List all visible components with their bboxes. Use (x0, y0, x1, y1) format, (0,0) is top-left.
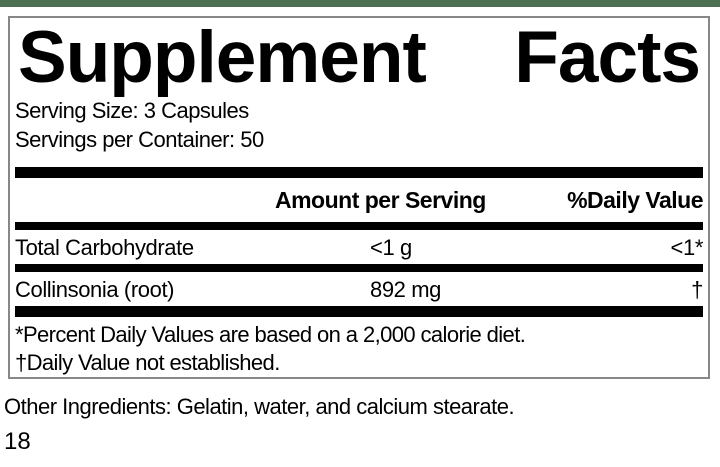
divider-bar-bottom (15, 306, 703, 317)
nutrient-amount: 892 mg (370, 277, 441, 302)
column-header-daily-value: %Daily Value (567, 187, 703, 213)
panel-title-word-facts: Facts (514, 17, 701, 98)
divider-bar-top (15, 167, 703, 178)
nutrient-daily-value: † (691, 277, 703, 302)
nutrient-row-total-carbohydrate: Total Carbohydrate <1 g <1* (15, 230, 703, 264)
column-header-amount: Amount per Serving (275, 187, 486, 213)
footnote-daily-value-not-established: †Daily Value not established. (15, 350, 280, 375)
divider-bar-under-header (15, 222, 703, 230)
footnotes-block: *Percent Daily Values are based on a 2,0… (15, 317, 703, 377)
top-accent-bar (0, 0, 720, 7)
other-ingredients-text: Other Ingredients: Gelatin, water, and c… (4, 394, 515, 419)
panel-title-word-supplement: Supplement (18, 17, 427, 98)
servings-per-container-text: Servings per Container: 50 (15, 127, 264, 152)
nutrient-row-collinsonia: Collinsonia (root) 892 mg † (15, 272, 703, 306)
column-header-row: Amount per Serving %Daily Value (15, 178, 703, 222)
nutrient-daily-value: <1* (670, 235, 704, 260)
nutrient-amount: <1 g (370, 235, 412, 260)
divider-bar-between-rows (15, 264, 703, 272)
footnote-percent-daily-values: *Percent Daily Values are based on a 2,0… (15, 322, 526, 347)
panel-title: Supplement Facts (15, 17, 703, 98)
page-number: 18 (4, 428, 31, 455)
nutrient-name: Collinsonia (root) (15, 277, 175, 302)
nutrient-name: Total Carbohydrate (15, 235, 194, 260)
serving-size-text: Serving Size: 3 Capsules (15, 98, 249, 123)
supplement-facts-panel: Supplement Facts Serving Size: 3 Capsule… (8, 16, 710, 379)
